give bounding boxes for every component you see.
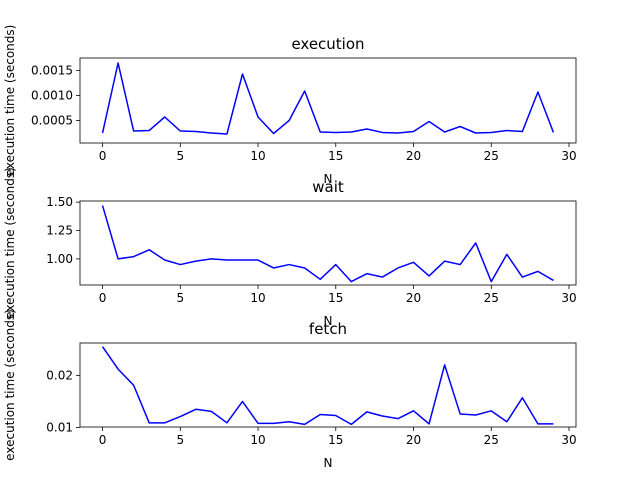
- x-tick-label: 5: [176, 291, 184, 305]
- y-tick-label: 0.01: [46, 421, 73, 435]
- series-line: [101, 62, 555, 135]
- x-tick-label: 20: [406, 433, 421, 447]
- y-axis-label: execution time (seconds): [3, 25, 17, 177]
- x-tick-label: 25: [484, 433, 499, 447]
- x-tick-label: 25: [484, 149, 499, 163]
- series-line: [101, 205, 554, 283]
- y-tick-label: 0.0005: [31, 114, 73, 128]
- y-tick-label: 0.0010: [31, 89, 73, 103]
- x-tick-label: 20: [406, 149, 421, 163]
- y-axis-label: execution time (seconds): [3, 167, 17, 319]
- x-tick-label: 5: [176, 149, 184, 163]
- x-tick-label: 20: [406, 291, 421, 305]
- x-tick-label: 15: [328, 433, 343, 447]
- x-tick-label: 5: [176, 433, 184, 447]
- x-tick-label: 30: [561, 149, 576, 163]
- x-tick-label: 0: [99, 291, 107, 305]
- x-axis-label: N: [324, 456, 333, 470]
- x-tick-label: 10: [250, 291, 265, 305]
- x-tick-label: 0: [99, 149, 107, 163]
- x-axis-label: N: [324, 172, 333, 186]
- y-tick-label: 1.50: [46, 195, 73, 209]
- x-tick-label: 0: [99, 433, 107, 447]
- axes-frame: [79, 342, 577, 428]
- y-tick-label: 0.02: [46, 368, 73, 382]
- chart-title: execution: [291, 35, 364, 53]
- subplot-execution: 0 5 10 15 20 25 30 0.0005 0.0010 0.0015 execution N…: [3, 25, 577, 186]
- chart-title: wait: [312, 178, 344, 196]
- y-axis-label: execution time (seconds): [3, 309, 17, 461]
- x-tick-label: 25: [484, 291, 499, 305]
- x-tick-label: 15: [328, 149, 343, 163]
- x-axis-label: N: [324, 314, 333, 328]
- subplots: 0 5 10 15 20 25 30 0.0005 0.0010 0.0015 execution N…: [3, 25, 577, 470]
- axes-frame: [79, 200, 577, 286]
- x-tick-label: 10: [250, 149, 265, 163]
- y-tick-label: 0.0015: [31, 64, 73, 78]
- axes-frame: [79, 57, 577, 144]
- x-tick-label: 15: [328, 291, 343, 305]
- x-tick-label: 30: [561, 433, 576, 447]
- y-tick-label: 1.25: [46, 224, 73, 238]
- chart-title: fetch: [309, 320, 347, 338]
- x-tick-label: 10: [250, 433, 265, 447]
- y-tick-label: 1.00: [46, 252, 73, 266]
- x-tick-label: 30: [561, 291, 576, 305]
- series-line: [101, 346, 554, 426]
